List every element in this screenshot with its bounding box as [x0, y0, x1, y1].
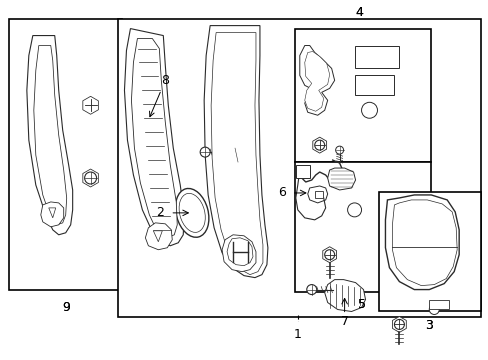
- Bar: [294, 28, 430, 162]
- Circle shape: [314, 140, 324, 150]
- Text: 1: 1: [293, 328, 301, 341]
- Bar: [118, 19, 480, 318]
- Circle shape: [306, 285, 316, 294]
- Polygon shape: [27, 36, 73, 235]
- Text: 3: 3: [425, 319, 432, 332]
- Polygon shape: [82, 169, 98, 187]
- Circle shape: [361, 102, 377, 118]
- Bar: [428, 300, 448, 310]
- Polygon shape: [392, 316, 406, 332]
- Text: 7: 7: [340, 315, 348, 328]
- Circle shape: [84, 99, 96, 111]
- Circle shape: [428, 305, 438, 315]
- Polygon shape: [82, 96, 98, 114]
- Circle shape: [335, 146, 343, 154]
- Polygon shape: [227, 148, 244, 162]
- Polygon shape: [211, 32, 263, 275]
- Polygon shape: [322, 247, 336, 263]
- Circle shape: [200, 147, 210, 157]
- Text: 5: 5: [357, 298, 365, 311]
- Polygon shape: [153, 231, 162, 242]
- Bar: [354, 45, 399, 68]
- Bar: [295, 165, 309, 178]
- Polygon shape: [124, 28, 184, 246]
- Polygon shape: [299, 45, 334, 115]
- Polygon shape: [327, 168, 355, 190]
- Bar: [379, 192, 480, 311]
- Circle shape: [314, 140, 324, 150]
- Polygon shape: [34, 45, 66, 225]
- Polygon shape: [131, 39, 177, 238]
- Text: 6: 6: [277, 186, 285, 199]
- Polygon shape: [304, 51, 329, 111]
- Text: 9: 9: [61, 301, 69, 314]
- Bar: [314, 191, 322, 198]
- Text: 4: 4: [355, 6, 363, 19]
- Ellipse shape: [179, 193, 205, 233]
- Polygon shape: [222, 235, 255, 272]
- Circle shape: [394, 319, 404, 329]
- Circle shape: [324, 250, 334, 260]
- Text: 8: 8: [149, 74, 169, 117]
- Polygon shape: [203, 26, 267, 278]
- Ellipse shape: [175, 189, 208, 237]
- Polygon shape: [145, 223, 172, 250]
- Circle shape: [394, 319, 404, 329]
- Polygon shape: [392, 200, 456, 285]
- Bar: [354, 75, 394, 95]
- Polygon shape: [41, 202, 63, 227]
- Text: 2: 2: [156, 206, 164, 219]
- Circle shape: [347, 203, 361, 217]
- Polygon shape: [49, 208, 56, 218]
- Polygon shape: [324, 280, 365, 311]
- Polygon shape: [307, 186, 327, 203]
- Text: 3: 3: [425, 319, 432, 332]
- Bar: [9, 19, 122, 289]
- Circle shape: [324, 250, 334, 260]
- Text: 9: 9: [61, 301, 69, 314]
- Text: 5: 5: [357, 298, 365, 311]
- Polygon shape: [226, 238, 252, 266]
- Text: 4: 4: [355, 6, 363, 19]
- Circle shape: [84, 172, 96, 184]
- Polygon shape: [385, 195, 458, 289]
- Polygon shape: [312, 137, 326, 153]
- Bar: [294, 162, 430, 292]
